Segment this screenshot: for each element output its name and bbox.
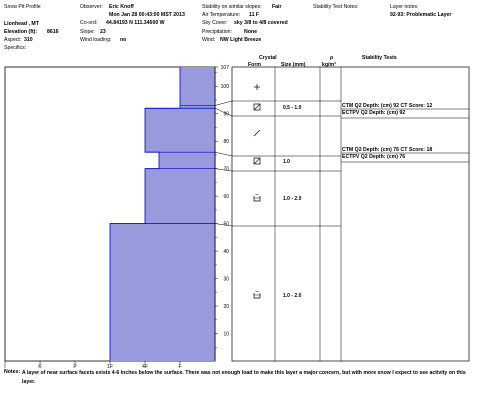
wind-loading-value: no	[120, 37, 127, 43]
hardness-layer-1	[180, 67, 215, 106]
coord-label: Co-ord:	[80, 20, 98, 26]
hardness-tick-label-4F: 4F	[142, 364, 148, 370]
location: Lionhead , MT	[4, 21, 39, 27]
hardness-layer-3	[145, 108, 215, 153]
hardness-tick-label-P: P	[73, 364, 77, 370]
depth-tick-label-90: 90	[223, 112, 229, 118]
crystal-form-2-square-x-icon-diag	[253, 103, 261, 111]
crystal-size-5: 1.0 - 2.0	[283, 196, 302, 202]
test-result-1-line2: ECTPV Q2 Depth: (cm) 92	[342, 110, 406, 116]
crystal-form-5-cup-icon-cup	[253, 196, 261, 202]
depth-tick-label-30: 30	[223, 277, 229, 283]
air-temp-value: 11 F	[249, 12, 260, 18]
depth-tick-label-20: 20	[223, 304, 229, 310]
wind-label: Wind:	[202, 37, 216, 43]
row-connector-92	[214, 107, 233, 117]
elevation-value: 8616	[47, 29, 59, 35]
row-connector-70	[214, 168, 233, 172]
slope-label: Slope:	[80, 29, 95, 35]
observer-label: Observer:	[80, 4, 103, 10]
air-temp-label: Air Temperature:	[202, 12, 241, 18]
layer-notes-label: Layer notes:	[390, 4, 419, 10]
layer-notes-value: 92-93: Problematic Layer	[390, 12, 452, 18]
depth-tick-label-50: 50	[223, 222, 229, 228]
crystal-table-frame	[231, 66, 470, 362]
wind-loading-label: Wind loading:	[80, 37, 112, 43]
crystal-form-6-cup-icon-cup	[253, 293, 261, 299]
depth-tick-label-10: 10	[223, 332, 229, 338]
depth-tick-label-70: 70	[223, 167, 229, 173]
rho-header: ρ	[330, 55, 334, 61]
hardness-tick-label-F: F	[178, 364, 181, 370]
aspect-value: 310	[24, 37, 33, 43]
stability-tests-header: Stability Tests	[362, 55, 397, 61]
row-connector-50	[214, 223, 233, 227]
density-header: kg/m³	[322, 62, 336, 68]
depth-tick-label-40: 40	[223, 249, 229, 255]
crystal-header: Crystal	[259, 55, 277, 61]
test-result-1-line1: CTM Q2 Depth: (cm) 92 CT Score: 12	[342, 103, 433, 109]
crystal-form-3-slash-icon	[253, 129, 261, 137]
form-header: Form	[248, 62, 261, 68]
hardness-layer-6	[110, 223, 215, 361]
hardness-tick-label-1F: 1F	[107, 364, 113, 370]
wind-value: NW Light Breeze	[220, 37, 262, 43]
depth-tick-label-60: 60	[223, 194, 229, 200]
size-header: Size (mm)	[281, 62, 306, 68]
crystal-form-4-square-x-icon-box	[253, 157, 261, 165]
sky-value: sky 3/8 to 4/8 covered	[234, 20, 288, 26]
observer-value: Eric Knoff	[109, 4, 134, 10]
sky-label: Sky Cover:	[202, 20, 228, 26]
hardness-tick-label-K: K	[38, 364, 42, 370]
aspect-label: Aspect:	[4, 37, 22, 43]
row-connector-76	[214, 151, 233, 157]
hardness-layer-5	[145, 168, 215, 224]
elevation-label: Elevation (ft):	[4, 29, 38, 35]
hardness-layer-4	[159, 152, 215, 169]
notes-text: A layer of near surface facets exists 4-…	[22, 370, 466, 385]
stability-label: Stability on similar slopes:	[202, 4, 262, 10]
page-title: Snow Pit Profile	[4, 4, 41, 10]
datetime: Mon Jan 28 00:43:00 MST 2013	[109, 12, 185, 18]
coord-value: 44.84193 N 111.34600 W	[106, 20, 165, 26]
test-result-2-line1: CTM Q2 Depth: (cm) 76 CT Score: 18	[342, 147, 433, 153]
precip-label: Precipitation:	[202, 29, 232, 35]
test-notes-label: Stability Test Notes:	[313, 4, 359, 10]
crystal-size-4: 1.0	[283, 159, 290, 165]
row-connector-93	[214, 100, 233, 106]
depth-tick-label-100: 100	[221, 84, 230, 90]
crystal-form-2-square-x-icon-box	[253, 103, 261, 111]
crystal-size-6: 1.0 - 2.0	[283, 293, 302, 299]
specifics-label: Specifics:	[4, 45, 27, 51]
crystal-size-2: 0.5 - 1.0	[283, 105, 302, 111]
test-result-2-line2: ECTPV Q2 Depth: (cm) 76	[342, 154, 406, 160]
depth-tick-label-80: 80	[223, 139, 229, 145]
depth-tick-label-107: 107	[221, 65, 230, 71]
hardness-tick-label-I: I	[4, 364, 5, 370]
notes-label: Notes:	[4, 369, 21, 375]
crystal-form-4-square-x-icon-diag	[253, 157, 261, 165]
hardness-layer-2	[180, 105, 215, 109]
stability-value: Fair	[272, 4, 282, 10]
precip-value: None	[244, 29, 257, 35]
slope-value: 23	[100, 29, 106, 35]
